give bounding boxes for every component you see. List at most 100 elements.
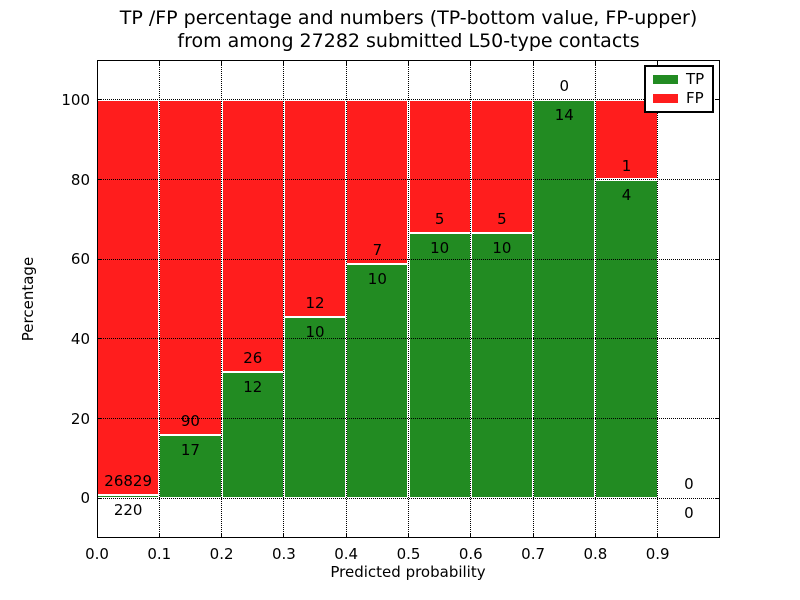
y-tick-label: 60 bbox=[70, 250, 90, 269]
gridline-vertical bbox=[158, 60, 160, 538]
tp-count-label: 10 bbox=[430, 238, 450, 257]
bar-segment-fp bbox=[470, 99, 534, 233]
legend-label: FP bbox=[686, 89, 704, 108]
y-tick-left bbox=[97, 99, 102, 101]
gridline-vertical bbox=[345, 60, 347, 538]
tp-count-label: 14 bbox=[554, 105, 574, 124]
fp-count-label: 0 bbox=[559, 76, 570, 95]
x-tick-bottom bbox=[470, 533, 472, 538]
x-tick-top bbox=[657, 60, 659, 65]
y-tick-right bbox=[715, 179, 720, 180]
tp-count-label: 10 bbox=[492, 238, 512, 257]
bar-segment-fp bbox=[595, 99, 658, 180]
tp-count-label: 10 bbox=[305, 323, 325, 342]
x-tick-top bbox=[221, 60, 223, 65]
y-tick-left bbox=[97, 497, 102, 499]
x-tick-top bbox=[470, 60, 472, 65]
fp-count-label: 5 bbox=[434, 209, 445, 228]
y-tick-label: 40 bbox=[70, 329, 90, 348]
bar-segment-tp bbox=[221, 372, 284, 499]
x-tick-label: 0.4 bbox=[334, 545, 359, 563]
x-axis-label: Predicted probability bbox=[330, 563, 486, 581]
tp-count-label: 220 bbox=[113, 500, 143, 519]
legend: TP FP bbox=[644, 65, 714, 113]
x-tick-label: 0.7 bbox=[521, 545, 546, 563]
legend-swatch-fp bbox=[653, 94, 678, 104]
bar-segment-tp bbox=[533, 99, 596, 499]
y-tick-label: 20 bbox=[70, 409, 90, 428]
x-tick-label: 0.8 bbox=[583, 545, 608, 563]
x-tick-label: 0.1 bbox=[147, 545, 172, 563]
bar-segment-tp bbox=[470, 232, 534, 499]
fp-count-label: 90 bbox=[180, 411, 200, 430]
x-tick-top bbox=[345, 60, 347, 65]
y-tick-left bbox=[97, 338, 102, 340]
x-tick-label: 0.3 bbox=[271, 545, 296, 563]
chart-title-line1: TP /FP percentage and numbers (TP-bottom… bbox=[119, 7, 698, 29]
fp-count-label: 7 bbox=[372, 240, 383, 259]
gridline-vertical bbox=[470, 60, 472, 538]
legend-swatch-tp bbox=[653, 74, 678, 84]
gridline-vertical bbox=[283, 60, 285, 538]
chart-title: TP /FP percentage and numbers (TP-bottom… bbox=[97, 7, 720, 53]
y-tick-right bbox=[715, 418, 720, 419]
tp-count-label: 17 bbox=[180, 440, 200, 459]
bar-segment-fp bbox=[159, 99, 222, 435]
bar-segment-tp bbox=[159, 434, 222, 499]
x-tick-top bbox=[408, 60, 409, 65]
legend-entry: FP bbox=[653, 91, 705, 106]
x-tick-label: 0.9 bbox=[645, 545, 670, 563]
gridline-vertical bbox=[657, 60, 659, 538]
fp-count-label: 1 bbox=[621, 156, 632, 175]
gridline-vertical bbox=[594, 60, 596, 538]
gridline-vertical bbox=[532, 60, 534, 538]
gridline-vertical bbox=[221, 60, 223, 538]
tp-count-label: 10 bbox=[367, 269, 387, 288]
y-tick-right bbox=[715, 497, 720, 499]
x-tick-label: 0.6 bbox=[458, 545, 483, 563]
legend-entry: TP bbox=[653, 69, 705, 88]
x-tick-top bbox=[158, 60, 160, 65]
x-tick-bottom bbox=[657, 533, 659, 538]
y-tick-right bbox=[715, 338, 720, 340]
y-tick-label: 80 bbox=[70, 170, 90, 189]
bar-segment-fp bbox=[283, 99, 347, 318]
bar-segment-fp bbox=[221, 99, 284, 373]
y-tick-right bbox=[715, 99, 720, 101]
x-tick-bottom bbox=[532, 533, 534, 538]
bar-segment-fp bbox=[408, 99, 471, 233]
tp-count-label: 0 bbox=[684, 504, 694, 523]
fp-count-label: 26 bbox=[243, 349, 263, 368]
fp-count-label: 5 bbox=[497, 209, 507, 228]
chart-title-line2: from among 27282 submitted L50-type cont… bbox=[177, 30, 640, 52]
x-tick-top bbox=[532, 60, 534, 65]
x-tick-top bbox=[283, 60, 285, 65]
gridline-vertical bbox=[408, 60, 409, 538]
fp-count-label: 26829 bbox=[104, 471, 152, 490]
bar-segment-fp bbox=[97, 99, 160, 495]
fp-count-label: 0 bbox=[684, 475, 694, 494]
x-tick-bottom bbox=[221, 533, 223, 538]
x-tick-label: 0.0 bbox=[85, 545, 109, 563]
y-axis-label: Percentage bbox=[19, 256, 37, 342]
x-tick-bottom bbox=[345, 533, 347, 538]
y-tick-label: 0 bbox=[80, 489, 90, 508]
tp-count-label: 4 bbox=[621, 185, 632, 204]
x-tick-label: 0.5 bbox=[396, 545, 421, 563]
y-tick-left bbox=[97, 179, 102, 180]
bar-segment-tp bbox=[346, 263, 409, 499]
tp-count-label: 12 bbox=[243, 378, 263, 397]
y-tick-left bbox=[97, 418, 102, 419]
x-tick-bottom bbox=[283, 533, 285, 538]
bar-segment-tp bbox=[283, 317, 347, 499]
x-tick-label: 0.2 bbox=[209, 545, 234, 563]
fp-count-label: 12 bbox=[305, 294, 325, 313]
x-tick-top bbox=[96, 60, 98, 65]
legend-label: TP bbox=[686, 69, 705, 88]
y-tick-left bbox=[97, 258, 102, 260]
x-tick-bottom bbox=[408, 533, 409, 538]
bar-segment-tp bbox=[408, 232, 471, 499]
x-tick-bottom bbox=[96, 533, 98, 538]
